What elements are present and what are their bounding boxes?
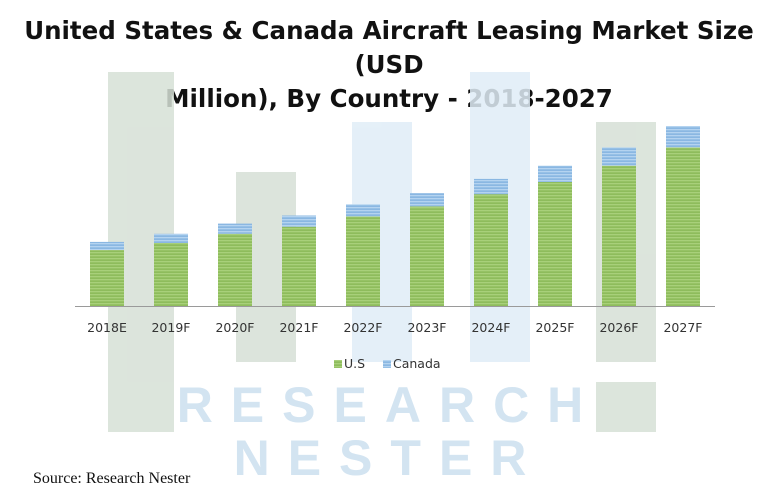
bar-canada-2020F [218,223,252,234]
x-tick-label: 2021F [279,320,318,335]
chart-title: United States & Canada Aircraft Leasing … [0,14,778,116]
watermark-line-1: RESEARCH [177,377,602,433]
bar-us-2021F [282,226,316,306]
bar-canada-2021F [282,215,316,227]
bar-canada-2025F [538,165,572,182]
bar-us-2018E [90,250,124,306]
bar-us-2022F [346,216,380,306]
x-tick-label: 2020F [215,320,254,335]
x-tick-label: 2025F [535,320,574,335]
x-tick-label: 2023F [407,320,446,335]
x-tick-label: 2022F [343,320,382,335]
bar-canada-2026F [602,147,636,166]
bar-us-2019F [154,242,188,306]
legend-label-us: U.S [344,356,365,371]
bar-us-2026F [602,165,636,306]
watermark-line-2: NESTER [234,430,545,486]
legend: U.S Canada [334,356,441,371]
bar-canada-2019F [154,233,188,243]
bar-canada-2023F [410,193,444,207]
legend-swatch-canada [383,360,391,368]
x-tick-labels: 2018E 2019F 2020F 2021F 2022F 2023F 2024F 2025F… [87,320,702,335]
bar-canada-2022F [346,204,380,217]
chart-title-line-2: Million), By Country - 2018-2027 [165,84,613,113]
x-tick-label: 2026F [599,320,638,335]
bar-canada-2027F [666,126,700,148]
bar-us-2020F [218,233,252,306]
x-tick-label: 2018E [87,320,127,335]
bar-us-2025F [538,181,572,306]
legend-swatch-us [334,360,342,368]
bars-group [90,126,700,306]
x-tick-label: 2027F [663,320,702,335]
chart-title-line-1: United States & Canada Aircraft Leasing … [24,16,754,79]
bar-us-2027F [666,147,700,306]
watermark-text: RESEARCH NESTER [177,377,602,486]
x-tick-label: 2019F [151,320,190,335]
bar-us-2023F [410,206,444,306]
bar-canada-2024F [474,178,508,195]
bar-canada-2018E [90,241,124,250]
bar-us-2024F [474,194,508,306]
legend-label-canada: Canada [393,356,441,371]
source-note: Source: Research Nester [33,470,191,487]
x-tick-label: 2024F [471,320,510,335]
